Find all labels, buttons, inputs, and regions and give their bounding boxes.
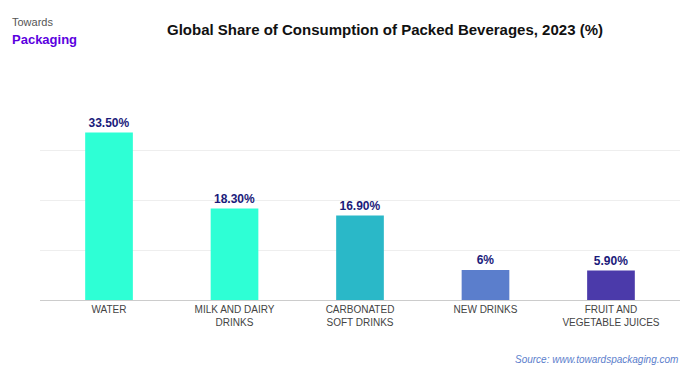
- svg-text:MILK AND DAIRYDRINKS: MILK AND DAIRYDRINKS: [195, 304, 275, 328]
- svg-text:NEW DRINKS: NEW DRINKS: [454, 304, 518, 315]
- svg-text:5.90%: 5.90%: [594, 254, 628, 268]
- svg-text:18.30%: 18.30%: [214, 192, 255, 206]
- svg-text:WATER: WATER: [92, 304, 127, 315]
- svg-text:FRUIT ANDVEGETABLE JUICES: FRUIT ANDVEGETABLE JUICES: [562, 304, 659, 328]
- svg-text:33.50%: 33.50%: [89, 116, 130, 130]
- svg-text:16.90%: 16.90%: [339, 199, 380, 213]
- svg-text:Source: www.towardspackaging.c: Source: www.towardspackaging.com: [515, 354, 678, 365]
- svg-text:Global Share of Consumption of: Global Share of Consumption of Packed Be…: [167, 21, 603, 38]
- svg-text:Towards: Towards: [12, 16, 53, 28]
- svg-text:CARBONATEDSOFT DRINKS: CARBONATEDSOFT DRINKS: [326, 304, 395, 328]
- svg-text:Packaging: Packaging: [12, 32, 77, 47]
- svg-text:6%: 6%: [477, 253, 495, 267]
